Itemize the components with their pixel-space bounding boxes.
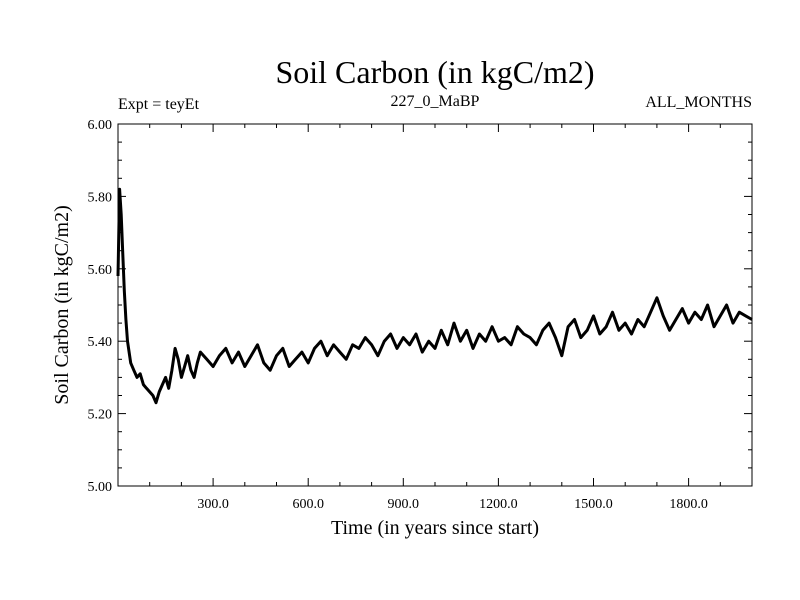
chart-title: Soil Carbon (in kgC/m2) xyxy=(275,54,594,90)
x-axis-label: Time (in years since start) xyxy=(331,517,539,539)
y-tick-label: 5.40 xyxy=(88,335,113,350)
y-tick-label: 5.80 xyxy=(88,190,113,205)
plot-frame xyxy=(117,123,753,487)
x-tick-label: 1500.0 xyxy=(574,497,613,512)
y-tick-label: 5.00 xyxy=(88,480,113,495)
series-line-0 xyxy=(116,187,753,405)
x-tick-label: 1200.0 xyxy=(479,497,518,512)
subtitle-period: 227_0_MaBP xyxy=(391,93,480,110)
y-tick-label: 6.00 xyxy=(88,118,113,133)
subtitle-experiment: Expt = teyEt xyxy=(118,96,200,113)
x-tick-label: 600.0 xyxy=(292,497,324,512)
x-tick-label: 300.0 xyxy=(197,497,229,512)
y-axis-label: Soil Carbon (in kgC/m2) xyxy=(51,205,73,404)
y-tick-label: 5.60 xyxy=(88,263,113,278)
subtitle-months: ALL_MONTHS xyxy=(645,94,752,111)
x-tick-label: 1800.0 xyxy=(669,497,708,512)
y-tick-label: 5.20 xyxy=(88,408,113,423)
x-tick-label: 900.0 xyxy=(388,497,420,512)
